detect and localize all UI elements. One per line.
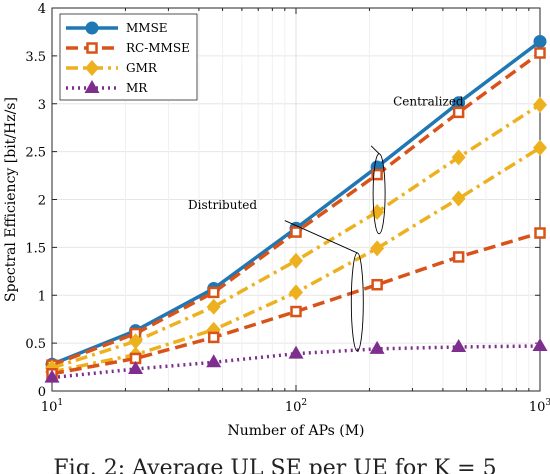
data-point: [370, 240, 385, 257]
data-point: [533, 96, 547, 113]
data-point: [206, 354, 222, 368]
legend-item-gmr: GMR: [66, 60, 158, 76]
data-point: [207, 286, 220, 299]
data-point: [533, 35, 547, 49]
legend-label: MMSE: [126, 21, 168, 35]
x-tick-label: 101: [41, 398, 63, 415]
distributed-leader: [284, 220, 358, 254]
data-point: [288, 345, 304, 359]
legend-marker: [85, 60, 99, 76]
legend-marker: [85, 21, 99, 35]
x-tick-label: 102: [285, 398, 307, 415]
data-point: [128, 360, 144, 374]
data-point: [44, 369, 60, 383]
figure-caption: Fig. 2: Average UL SE per UE for K = 5: [53, 456, 497, 474]
data-point: [534, 47, 546, 59]
data-point: [207, 331, 220, 344]
annotation-centralized: Centralized: [393, 95, 464, 109]
data-point: [533, 139, 547, 156]
y-tick-label: 2.5: [25, 146, 46, 161]
legend-marker: [84, 80, 100, 93]
centralized-leader: [370, 145, 380, 155]
y-tick-label: 2: [38, 194, 46, 209]
legend-label: MR: [126, 81, 148, 95]
y-tick-label: 1.5: [25, 241, 46, 256]
data-point: [370, 203, 385, 220]
legend-item-mr: MR: [66, 80, 148, 95]
x-tick-label: 103: [529, 398, 550, 415]
data-point: [206, 298, 221, 315]
series-mr: [44, 337, 548, 383]
y-tick-label: 3.5: [25, 50, 46, 65]
data-point: [371, 168, 383, 181]
legend-item-mmse: MMSE: [66, 21, 168, 35]
spectral-efficiency-chart: 0 0.5 1 1.5 2 2.5 3 3.5 4 101 102 103 Number of APs …: [3, 2, 550, 439]
data-point: [371, 278, 383, 291]
data-point: [534, 227, 546, 239]
annotation-distributed: Distributed: [188, 198, 257, 212]
y-tick-label: 3: [38, 98, 46, 113]
data-point: [369, 340, 385, 354]
legend-item-rc-mmse: RC-MMSE: [66, 41, 190, 55]
distributed-ellipse: [350, 252, 364, 352]
legend-label: RC-MMSE: [126, 41, 190, 55]
y-tick-label: 4: [38, 2, 46, 17]
data-point: [451, 149, 466, 166]
data-point: [290, 305, 302, 318]
data-point: [532, 337, 548, 351]
y-tick-label: 1: [38, 289, 46, 304]
legend: MMSE RC-MMSE GMR MR: [59, 13, 198, 101]
y-tick-label: 0: [38, 385, 46, 400]
data-point: [451, 338, 467, 352]
y-axis-title: Spectral Efficiency [bit/Hz/s]: [3, 97, 19, 302]
data-point: [289, 284, 303, 301]
y-tick-label: 0.5: [25, 337, 46, 352]
data-point: [452, 251, 465, 263]
data-point: [128, 333, 143, 350]
data-point: [451, 190, 466, 207]
data-point: [452, 106, 465, 119]
data-point: [289, 252, 303, 269]
x-axis-title: Number of APs (M): [227, 423, 364, 439]
legend-marker: [86, 42, 98, 54]
legend-box: [59, 13, 198, 101]
data-point: [290, 226, 302, 238]
data-point: [452, 96, 466, 110]
legend-label: GMR: [126, 61, 158, 75]
